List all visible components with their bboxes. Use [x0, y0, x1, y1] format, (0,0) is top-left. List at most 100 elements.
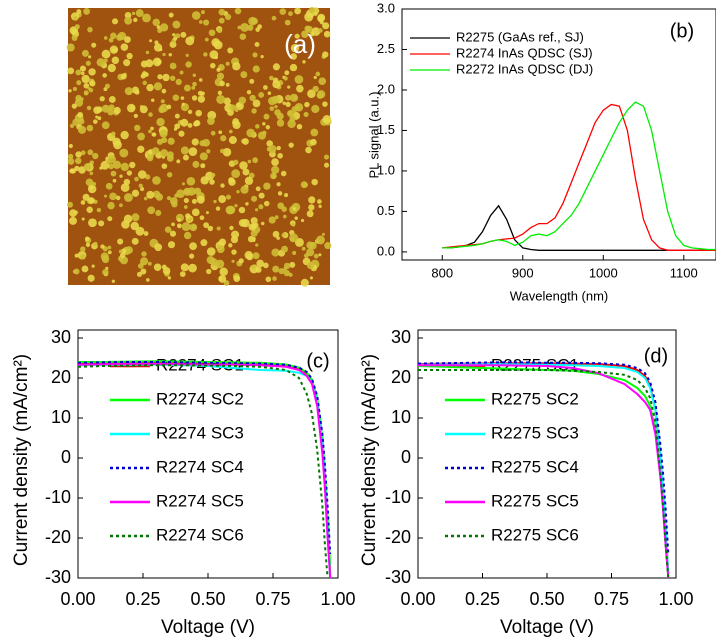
afm-dot — [230, 230, 240, 239]
y-tick-label: -30 — [385, 567, 411, 587]
afm-dot — [206, 247, 216, 256]
afm-dot — [166, 154, 174, 162]
afm-dot — [301, 30, 309, 38]
afm-dot — [316, 235, 325, 245]
afm-dot — [287, 85, 291, 89]
legend-label: R2274 SC3 — [156, 423, 244, 442]
afm-dot — [79, 65, 87, 72]
afm-dot — [178, 130, 185, 137]
afm-dot — [197, 90, 203, 96]
afm-dot — [191, 208, 200, 217]
afm-dot — [244, 176, 254, 185]
afm-dot — [306, 210, 314, 218]
afm-dot — [231, 249, 237, 255]
afm-dot — [116, 34, 123, 41]
afm-dot — [260, 54, 264, 59]
afm-dot — [231, 259, 235, 263]
afm-dot — [283, 262, 291, 270]
afm-dot — [142, 13, 151, 23]
afm-dot — [134, 89, 140, 95]
afm-dot — [218, 275, 227, 283]
afm-dot — [246, 90, 252, 95]
panel-label: (c) — [306, 350, 329, 372]
afm-dot — [258, 204, 264, 210]
afm-dot — [318, 77, 327, 85]
afm-dot — [110, 32, 117, 40]
afm-dot — [67, 153, 74, 160]
afm-dot — [289, 63, 298, 72]
afm-dot — [265, 124, 271, 130]
afm-dot — [278, 268, 285, 275]
afm-dot — [83, 163, 92, 171]
afm-dot — [108, 163, 114, 170]
afm-dot — [290, 53, 297, 60]
afm-dot — [242, 168, 250, 176]
afm-dot — [294, 7, 302, 15]
afm-dot — [97, 116, 102, 121]
afm-dot — [111, 56, 120, 65]
afm-dot — [296, 105, 300, 109]
afm-dot — [303, 111, 309, 117]
afm-dot — [303, 253, 309, 259]
afm-dot — [66, 43, 75, 52]
afm-dot — [82, 193, 90, 201]
y-tick-label: 2.0 — [377, 81, 395, 96]
afm-dot — [210, 62, 216, 69]
y-tick-label: -10 — [45, 487, 71, 507]
afm-dot — [179, 70, 184, 75]
afm-dot — [323, 154, 330, 160]
x-axis-label: Wavelength (nm) — [510, 288, 609, 303]
afm-dot — [257, 131, 267, 140]
afm-dot — [81, 74, 90, 84]
afm-dot — [317, 13, 326, 22]
afm-dot — [281, 232, 286, 238]
afm-dot — [277, 152, 283, 159]
afm-dot — [175, 78, 182, 86]
afm-dot — [233, 159, 239, 165]
x-tick-label: 1.00 — [320, 589, 355, 609]
afm-dot — [205, 211, 209, 215]
afm-dot — [199, 140, 206, 147]
afm-dot — [233, 275, 241, 283]
afm-dot — [120, 130, 129, 140]
afm-dot — [251, 195, 258, 202]
afm-dot — [131, 213, 140, 222]
afm-dot — [115, 195, 121, 201]
afm-dot — [180, 146, 189, 155]
afm-dot — [176, 189, 185, 198]
afm-dot — [247, 159, 252, 164]
afm-dot — [87, 274, 95, 282]
afm-dot — [104, 83, 110, 89]
afm-dot — [309, 276, 314, 280]
afm-dot — [192, 160, 200, 168]
afm-dot — [319, 20, 324, 25]
afm-dot — [219, 267, 228, 276]
afm-dot — [200, 163, 206, 169]
afm-dot — [117, 238, 124, 245]
afm-dot — [238, 219, 247, 227]
afm-dot — [296, 123, 303, 130]
afm-dot — [289, 93, 299, 102]
afm-dot — [152, 132, 157, 137]
afm-dot — [192, 73, 197, 77]
afm-dot — [183, 197, 189, 204]
afm-dot — [91, 42, 97, 48]
afm-dot — [234, 7, 242, 15]
afm-dot — [272, 265, 280, 273]
afm-dot — [135, 9, 144, 18]
afm-dot — [80, 254, 86, 260]
afm-dot — [89, 80, 96, 87]
afm-dot — [158, 106, 166, 114]
afm-dot — [252, 65, 260, 73]
afm-dot — [216, 72, 225, 80]
afm-dot — [137, 145, 145, 154]
y-tick-label: 2.5 — [377, 41, 395, 56]
x-tick-label: 0.00 — [400, 589, 435, 609]
afm-dot — [280, 170, 287, 177]
afm-dot — [137, 132, 146, 141]
afm-dot — [276, 119, 285, 127]
afm-dot — [283, 193, 289, 198]
afm-dot — [302, 60, 306, 64]
afm-dot — [139, 105, 148, 114]
